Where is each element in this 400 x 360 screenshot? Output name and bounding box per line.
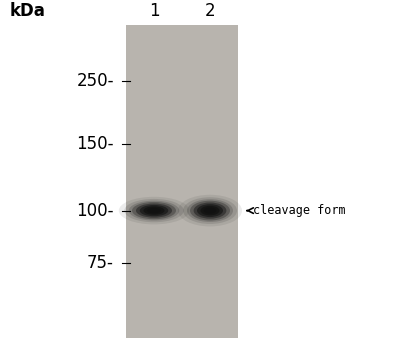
Text: kDa: kDa bbox=[10, 2, 46, 20]
Text: 250-: 250- bbox=[76, 72, 114, 90]
Text: 100-: 100- bbox=[76, 202, 114, 220]
Ellipse shape bbox=[119, 197, 189, 224]
Ellipse shape bbox=[187, 199, 233, 222]
Ellipse shape bbox=[144, 206, 164, 215]
Ellipse shape bbox=[132, 202, 176, 219]
Ellipse shape bbox=[150, 209, 158, 212]
Ellipse shape bbox=[178, 195, 242, 226]
Ellipse shape bbox=[183, 197, 237, 224]
Ellipse shape bbox=[140, 205, 168, 216]
Ellipse shape bbox=[200, 206, 220, 215]
Ellipse shape bbox=[197, 204, 223, 217]
Text: 1: 1 bbox=[149, 2, 159, 20]
Ellipse shape bbox=[124, 199, 184, 222]
Ellipse shape bbox=[194, 202, 226, 219]
Ellipse shape bbox=[206, 209, 214, 212]
Ellipse shape bbox=[129, 201, 179, 221]
Ellipse shape bbox=[190, 201, 230, 220]
Ellipse shape bbox=[136, 203, 172, 218]
Ellipse shape bbox=[147, 208, 161, 213]
Bar bbox=[126, 25, 238, 338]
Ellipse shape bbox=[204, 207, 216, 214]
Text: 75-: 75- bbox=[87, 254, 114, 272]
Text: 2: 2 bbox=[205, 2, 215, 20]
Text: 150-: 150- bbox=[76, 135, 114, 153]
Text: cleavage form: cleavage form bbox=[253, 204, 346, 217]
